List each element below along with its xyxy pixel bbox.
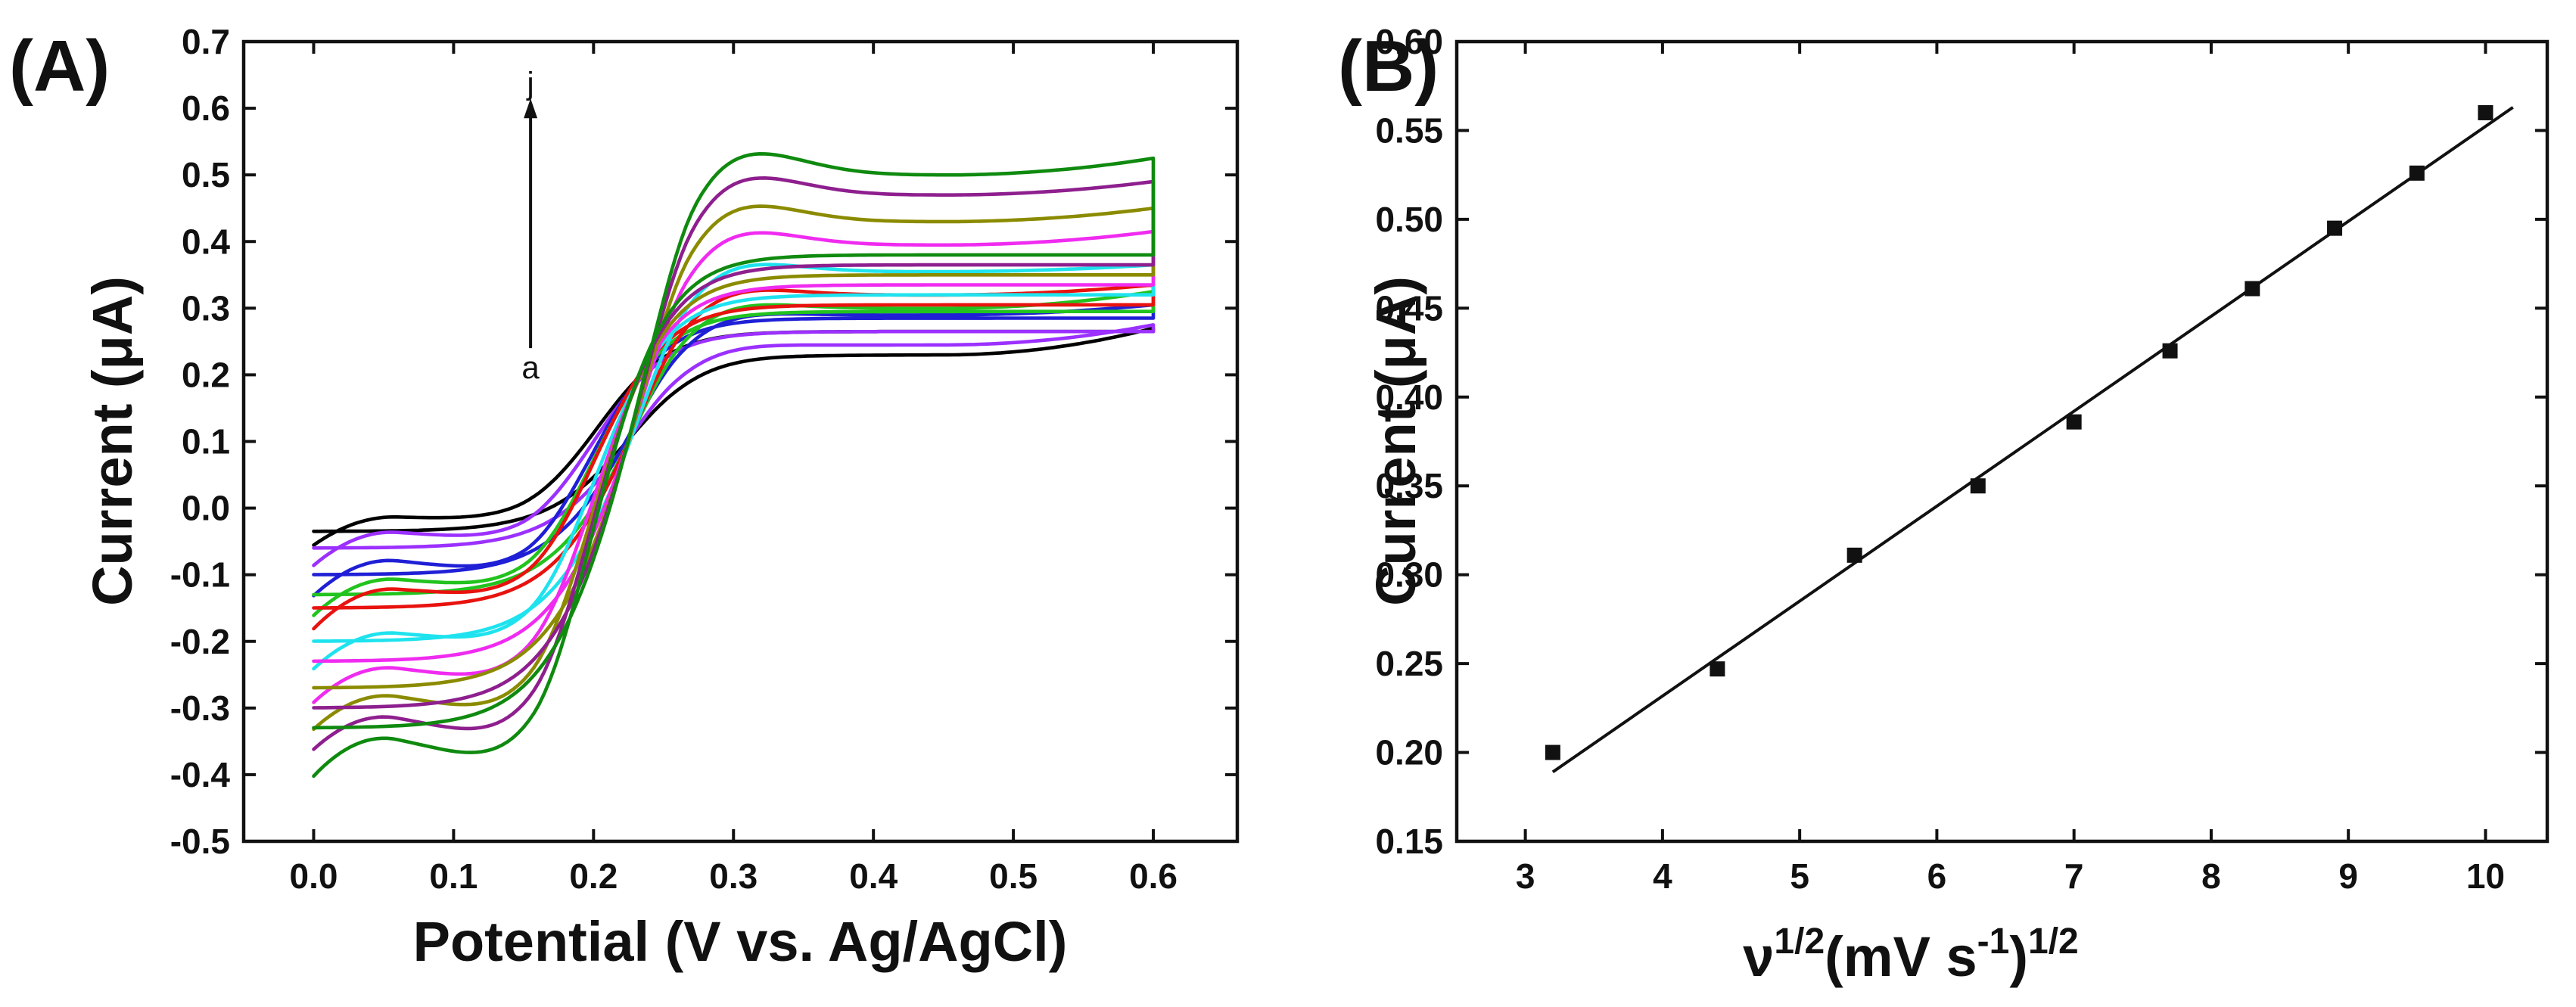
panel-b-x-tick-label: 5 bbox=[1790, 856, 1809, 896]
annotation-label-a: a bbox=[521, 350, 540, 385]
data-point bbox=[2409, 165, 2425, 181]
panel-b-x-axis-label: ν1/2(mV s-1)1/2 bbox=[1743, 922, 2078, 988]
panel-a-y-tick-label: 0.3 bbox=[182, 288, 230, 328]
data-point bbox=[1545, 744, 1560, 760]
panel-a-x-tick-label: 0.0 bbox=[289, 856, 338, 896]
data-point bbox=[2066, 414, 2082, 430]
data-point bbox=[2162, 343, 2178, 359]
data-point bbox=[2327, 220, 2343, 236]
panel-b-x-tick-label: 9 bbox=[2338, 856, 2358, 896]
panel-b-y-tick-label: 0.20 bbox=[1375, 733, 1443, 772]
panel-a-y-tick-label: 0.7 bbox=[182, 22, 230, 61]
panel-a-y-tick-label: 0.2 bbox=[182, 355, 230, 394]
panel-a-y-tick-label: 0.5 bbox=[182, 155, 230, 194]
panel-a-y-tick-label: -0.1 bbox=[170, 555, 230, 595]
cv-curve-j bbox=[312, 152, 1156, 779]
panel-b-plot-frame bbox=[1454, 39, 2550, 844]
panel-b-data-points bbox=[1545, 104, 2494, 760]
panel-b-y-tick-label: 0.30 bbox=[1375, 555, 1443, 595]
panel-b-axes: 3 4 5 6 7 8 9 10 0.15 0.20 0.25 0.30 0.35 0.40 0.45 0.5… bbox=[1375, 22, 2547, 896]
panel-a-x-tick-label: 0.5 bbox=[989, 856, 1038, 896]
panel-b-linear-fit-line bbox=[1551, 106, 2514, 774]
panel-b-y-tick-label: 0.45 bbox=[1375, 288, 1443, 328]
panel-a-label: (A) bbox=[9, 26, 110, 107]
panel-a-y-tick-label: 0.6 bbox=[182, 89, 230, 128]
panel-b-chart: (B) 3 4 5 6 7 8 9 10 0.15 0.20 0.25 0.30 0.35 0.40 0.4… bbox=[1338, 22, 2550, 988]
panel-b-y-tick-label: 0.35 bbox=[1375, 466, 1443, 505]
panel-b-x-tick-label: 7 bbox=[2064, 856, 2084, 896]
panel-b-y-tick-label: 0.55 bbox=[1375, 110, 1443, 150]
scan-rate-arrow-head bbox=[524, 98, 538, 119]
cv-curve-f bbox=[312, 263, 1156, 671]
panel-a-scan-rate-annotation: aj bbox=[521, 65, 540, 385]
panel-b-x-tick-label: 6 bbox=[1927, 856, 1947, 896]
panel-b-y-tick-label: 0.60 bbox=[1375, 22, 1443, 61]
data-point bbox=[1710, 661, 1725, 677]
panel-a-x-tick-label: 0.6 bbox=[1129, 856, 1178, 896]
panel-b-y-tick-label: 0.50 bbox=[1375, 200, 1443, 239]
annotation-label-j: j bbox=[525, 65, 534, 101]
panel-a-y-tick-label: -0.3 bbox=[170, 688, 230, 728]
panel-a-y-axis-label: Current (μA) bbox=[81, 276, 144, 606]
panel-a-axes: 0.0 0.1 0.2 0.3 0.4 0.5 0.6 -0.5 -0.4 -0.3 -0.2 -0.… bbox=[170, 22, 1237, 896]
panel-a-x-axis-label: Potential (V vs. Ag/AgCl) bbox=[413, 910, 1068, 973]
panel-a-y-tick-label: -0.2 bbox=[170, 622, 230, 661]
panel-b-x-tick-label: 3 bbox=[1516, 856, 1535, 896]
panel-b-x-tick-label: 4 bbox=[1653, 856, 1672, 896]
panel-b-y-axis-label: Current (μA) bbox=[1364, 276, 1427, 606]
panel-b-x-tick-label: 10 bbox=[2466, 856, 2505, 896]
data-point bbox=[1970, 478, 1986, 494]
panel-a-x-tick-label: 0.1 bbox=[429, 856, 478, 896]
panel-b-y-tick-label: 0.15 bbox=[1375, 822, 1443, 861]
panel-a-y-tick-label: -0.5 bbox=[170, 822, 230, 861]
panel-b-x-tick-label: 8 bbox=[2201, 856, 2221, 896]
panel-b-y-tick-label: 0.25 bbox=[1375, 644, 1443, 683]
panel-a-plot-frame bbox=[241, 39, 1240, 844]
panel-a-chart: (A) 0.0 0.1 0.2 0.3 0.4 0.5 0.6 -0.5 -0.4 -0.3 -0.… bbox=[9, 22, 1240, 973]
panel-a-y-tick-label: 0.1 bbox=[182, 422, 230, 462]
panel-b-label: (B) bbox=[1338, 26, 1439, 107]
panel-a-y-tick-label: 0.4 bbox=[182, 222, 230, 261]
panel-a-cv-curves bbox=[312, 152, 1156, 779]
cv-curve-c bbox=[312, 303, 1156, 598]
data-point bbox=[1846, 547, 1862, 563]
panel-a-x-tick-label: 0.2 bbox=[569, 856, 618, 896]
panel-a-y-tick-label: -0.4 bbox=[170, 755, 231, 794]
cv-curve-a bbox=[312, 326, 1156, 547]
panel-a-y-tick-label: 0.0 bbox=[182, 489, 230, 528]
panel-a-x-tick-label: 0.3 bbox=[709, 856, 758, 896]
data-point bbox=[2245, 281, 2260, 297]
data-point bbox=[2478, 104, 2494, 120]
panel-a-x-tick-label: 0.4 bbox=[849, 856, 898, 896]
panel-b-y-tick-label: 0.40 bbox=[1375, 378, 1443, 417]
